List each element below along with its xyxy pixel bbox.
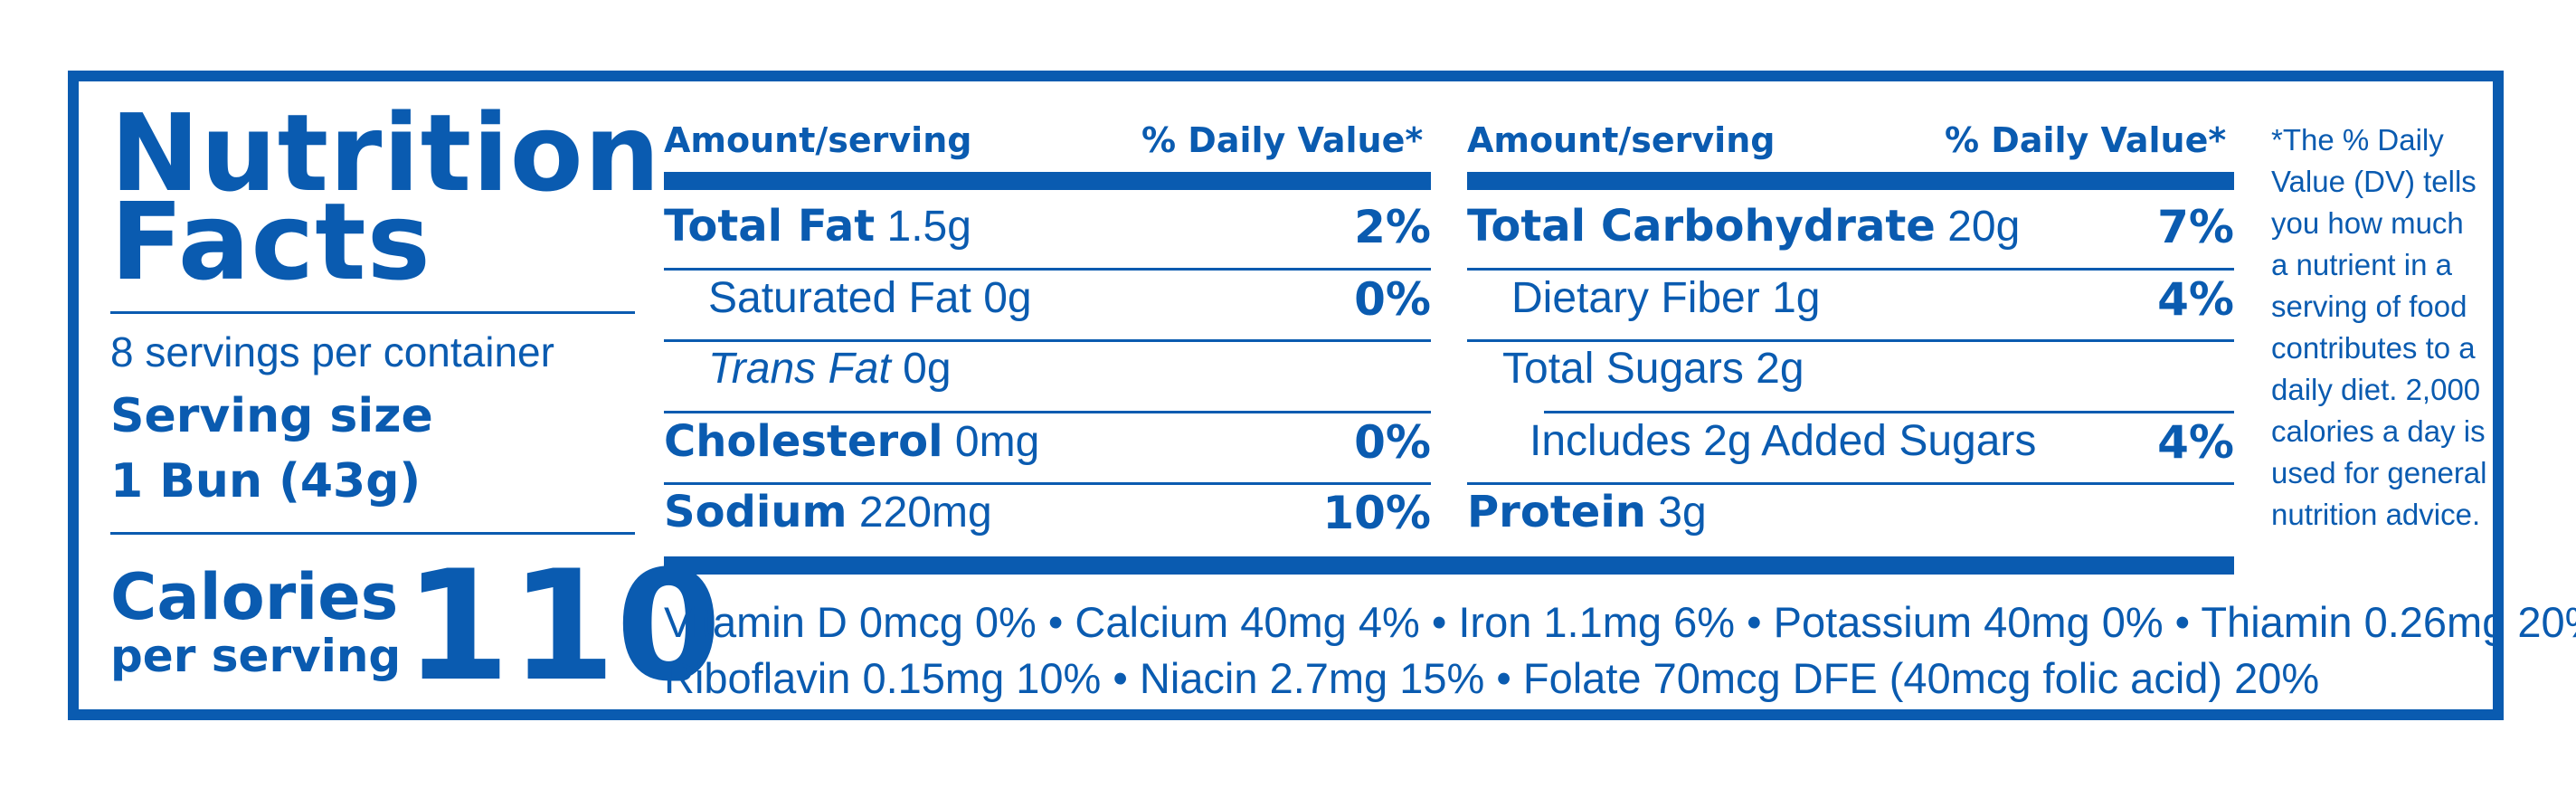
nutrient-amount: 3g bbox=[1658, 489, 1707, 537]
thick-bar bbox=[1467, 172, 2234, 190]
title-line-1: Nutrition bbox=[110, 90, 661, 215]
servings-per-container: 8 servings per container bbox=[110, 328, 554, 375]
row-divider bbox=[664, 339, 1431, 342]
nutrient-row-total-fat: Total Fat 1.5g bbox=[664, 201, 971, 252]
row-divider bbox=[1467, 268, 2234, 271]
nutrient-name: Dietary Fiber bbox=[1511, 274, 1760, 322]
nutrient-name: Sodium bbox=[664, 487, 848, 537]
vitamins-line-1: Vitamin D 0mcg 0% • Calcium 40mg 4% • Ir… bbox=[664, 598, 2576, 646]
row-divider bbox=[1467, 339, 2234, 342]
serving-size-label: Serving size bbox=[110, 389, 433, 443]
nutrient-dv: 2% bbox=[1354, 201, 1431, 253]
nutrient-dv: 7% bbox=[2157, 201, 2234, 253]
vitamins-line-2: Riboflavin 0.15mg 10% • Niacin 2.7mg 15%… bbox=[664, 654, 2320, 702]
nutrient-amount: 0g bbox=[903, 345, 952, 393]
nutrient-amount: 20g bbox=[1947, 203, 2021, 251]
calories-sublabel: per serving bbox=[110, 630, 402, 682]
nutrient-dv: 4% bbox=[2157, 273, 2234, 326]
serving-size-value: 1 Bun (43g) bbox=[110, 454, 421, 508]
nutrient-row-sodium: Sodium 220mg bbox=[664, 487, 992, 537]
nutrient-dv: 10% bbox=[1322, 487, 1431, 539]
daily-value-header-right: % Daily Value* bbox=[1945, 120, 2227, 160]
calories-label: Calories bbox=[110, 560, 399, 634]
amount-serving-header-right: Amount/serving bbox=[1467, 120, 1776, 160]
row-divider bbox=[664, 268, 1431, 271]
nutrient-row-trans-fat: Trans Fat 0g bbox=[708, 344, 952, 394]
row-divider bbox=[1467, 482, 2234, 485]
row-divider bbox=[664, 482, 1431, 485]
nutrition-facts-panel: Nutrition Facts 8 servings per container… bbox=[68, 71, 2576, 720]
thick-bar-bottom bbox=[664, 556, 2234, 575]
nutrient-row-total-sugars: Total Sugars 2g bbox=[1502, 344, 1804, 394]
nutrient-row-cholesterol: Cholesterol 0mg bbox=[664, 416, 1039, 467]
nutrient-amount: 1g bbox=[1772, 274, 1821, 322]
nutrient-row-added-sugars: Includes 2g Added Sugars bbox=[1530, 416, 2036, 466]
nutrient-row-dietary-fiber: Dietary Fiber 1g bbox=[1511, 273, 1820, 323]
daily-value-header-left: % Daily Value* bbox=[1141, 120, 1424, 160]
nutrient-name: Total Carbohydrate bbox=[1467, 201, 1936, 252]
nutrient-name: Total Sugars bbox=[1502, 345, 1744, 393]
amount-serving-header-left: Amount/serving bbox=[664, 120, 972, 160]
nutrient-name: Trans Fat bbox=[708, 345, 891, 393]
row-divider bbox=[664, 411, 1431, 413]
nutrient-amount: 2g bbox=[1756, 345, 1804, 393]
nutrient-name: Total Fat bbox=[664, 201, 876, 252]
row-divider bbox=[1544, 411, 2234, 413]
nutrient-name: Protein bbox=[1467, 487, 1646, 537]
nutrient-amount: 0g bbox=[983, 274, 1032, 322]
nutrient-amount: 220mg bbox=[858, 489, 992, 537]
nutrient-name: Saturated Fat bbox=[708, 274, 971, 322]
nutrient-dv: 4% bbox=[2157, 416, 2234, 469]
nutrient-amount: 0mg bbox=[954, 418, 1040, 466]
nutrient-row-protein: Protein 3g bbox=[1467, 487, 1707, 537]
nutrient-amount: 1.5g bbox=[886, 203, 971, 251]
nutrient-dv: 0% bbox=[1354, 273, 1431, 326]
title-line-2: Facts bbox=[110, 179, 431, 304]
thick-bar bbox=[664, 172, 1431, 190]
nutrient-row-saturated-fat: Saturated Fat 0g bbox=[708, 273, 1032, 323]
nutrient-row-total-carbohydrate: Total Carbohydrate 20g bbox=[1467, 201, 2020, 252]
nutrient-name: Cholesterol bbox=[664, 416, 943, 467]
divider bbox=[110, 532, 635, 535]
daily-value-footnote: *The % Daily Value (DV) tells you how mu… bbox=[2271, 123, 2487, 531]
calories-value: 110 bbox=[404, 537, 722, 715]
nutrient-name: Includes 2g Added Sugars bbox=[1530, 417, 2037, 465]
divider bbox=[110, 311, 635, 314]
nutrient-dv: 0% bbox=[1354, 416, 1431, 469]
